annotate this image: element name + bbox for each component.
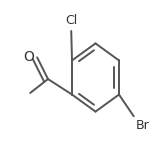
Text: Cl: Cl [65, 14, 77, 27]
Text: Br: Br [135, 119, 149, 132]
Text: O: O [23, 50, 34, 64]
